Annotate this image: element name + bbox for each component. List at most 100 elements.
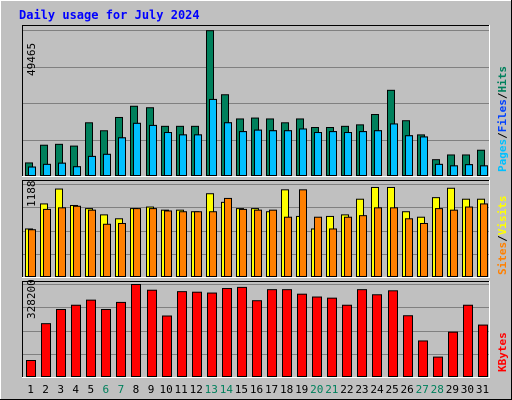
pages-bar xyxy=(269,130,277,176)
kbytes-bar xyxy=(237,286,247,378)
sites-bar xyxy=(58,207,66,277)
kbytes-bar xyxy=(267,289,277,378)
sites-bar xyxy=(450,209,458,278)
pages-bar xyxy=(239,131,247,176)
legend-pages: Pages xyxy=(496,139,509,172)
x-tick-label: 17 xyxy=(265,383,278,396)
pages-bar xyxy=(254,129,262,176)
pages-bar xyxy=(103,153,111,176)
sites-bar xyxy=(284,216,292,278)
max-label-hits: 49465 xyxy=(25,43,38,76)
legend-sites: Sites xyxy=(496,242,509,275)
kbytes-bar xyxy=(162,315,172,377)
sites-bar xyxy=(73,205,81,277)
x-tick-label: 20 xyxy=(310,383,323,396)
sites-bar xyxy=(149,208,157,277)
kbytes-bar xyxy=(41,323,51,378)
sites-bar xyxy=(103,223,111,277)
x-tick-label: 1 xyxy=(27,383,34,396)
legend-top: Pages/Files/Hits xyxy=(496,66,509,172)
max-label-kbytes: 328200 xyxy=(25,279,38,319)
pages-bar xyxy=(359,131,367,176)
pages-bar xyxy=(284,130,292,176)
kbytes-bar xyxy=(116,301,126,378)
pages-bar xyxy=(73,166,81,177)
legend-sep-1: / xyxy=(496,132,509,139)
sites-bar xyxy=(299,189,307,277)
kbytes-bar xyxy=(282,289,292,378)
legend-sep-3: / xyxy=(496,235,509,242)
sites-bar xyxy=(194,211,202,278)
kbytes-bar xyxy=(342,304,352,377)
pages-bar xyxy=(224,122,232,177)
legend-kbytes: KBytes xyxy=(496,332,509,372)
panel-sites-visits xyxy=(22,180,490,278)
sites-bar xyxy=(133,208,141,277)
kbytes-bar xyxy=(252,300,262,377)
kbytes-bar xyxy=(207,292,217,377)
x-tick-label: 21 xyxy=(325,383,338,396)
legend-hits: Hits xyxy=(496,66,509,93)
x-tick-label: 23 xyxy=(355,383,368,396)
kbytes-bar xyxy=(372,294,382,378)
pages-bar xyxy=(420,136,428,177)
x-tick-label: 27 xyxy=(416,383,429,396)
x-tick-label: 31 xyxy=(476,383,489,396)
kbytes-bar xyxy=(312,296,322,378)
pages-bar xyxy=(28,166,36,176)
x-tick-label: 11 xyxy=(175,383,188,396)
x-tick-label: 26 xyxy=(401,383,414,396)
kbytes-bar xyxy=(297,293,307,377)
sites-bar xyxy=(329,228,337,277)
sites-bar xyxy=(254,209,262,278)
kbytes-bar xyxy=(478,324,488,377)
sites-bar xyxy=(224,197,232,277)
pages-bar xyxy=(390,123,398,177)
pages-bar xyxy=(435,163,443,176)
x-tick-label: 5 xyxy=(87,383,94,396)
pages-bar xyxy=(314,132,322,176)
max-label-sites: 1188 xyxy=(25,181,38,208)
pages-bar xyxy=(329,131,337,176)
x-tick-label: 7 xyxy=(118,383,125,396)
x-tick-label: 28 xyxy=(431,383,444,396)
pages-bar xyxy=(344,132,352,176)
pages-bar xyxy=(58,162,66,176)
sites-bar xyxy=(269,209,277,278)
pages-bar xyxy=(43,163,51,176)
pages-bar xyxy=(118,137,126,176)
kbytes-bar xyxy=(101,308,111,377)
kbytes-bar xyxy=(403,315,413,377)
x-tick-label: 3 xyxy=(57,383,64,396)
sites-bar xyxy=(239,208,247,277)
x-tick-label: 25 xyxy=(385,383,398,396)
sites-bar xyxy=(465,206,473,277)
kbytes-bar xyxy=(222,288,232,378)
x-tick-label: 19 xyxy=(295,383,308,396)
kbytes-bar xyxy=(357,289,367,378)
kbytes-bar xyxy=(26,359,36,377)
x-tick-label: 13 xyxy=(205,383,218,396)
x-tick-label: 4 xyxy=(72,383,79,396)
pages-bar xyxy=(88,155,96,177)
kbytes-bar xyxy=(71,304,81,377)
kbytes-bar xyxy=(388,290,398,377)
x-tick-label: 22 xyxy=(340,383,353,396)
x-tick-label: 14 xyxy=(220,383,234,396)
kbytes-bar xyxy=(448,331,458,378)
sites-bar xyxy=(209,211,217,278)
sites-bar xyxy=(390,207,398,277)
sites-bar xyxy=(435,208,443,277)
sites-bar xyxy=(43,208,51,277)
kbytes-bar xyxy=(463,304,473,377)
kbytes-bar xyxy=(177,291,187,378)
kbytes-bar xyxy=(56,308,66,377)
x-axis-labels: 1 2 3 4 5 6 7 8 9 10 11 12 13 14 15 16 17 18 19 20 21 22 23 24 2… xyxy=(27,383,489,396)
sites-bar xyxy=(359,215,367,278)
panel-kbytes xyxy=(22,281,490,378)
sites-bar xyxy=(344,216,352,278)
pages-bar xyxy=(299,128,307,177)
x-tick-label: 6 xyxy=(103,383,110,396)
pages-bar xyxy=(209,98,217,176)
pages-bar xyxy=(133,122,141,177)
